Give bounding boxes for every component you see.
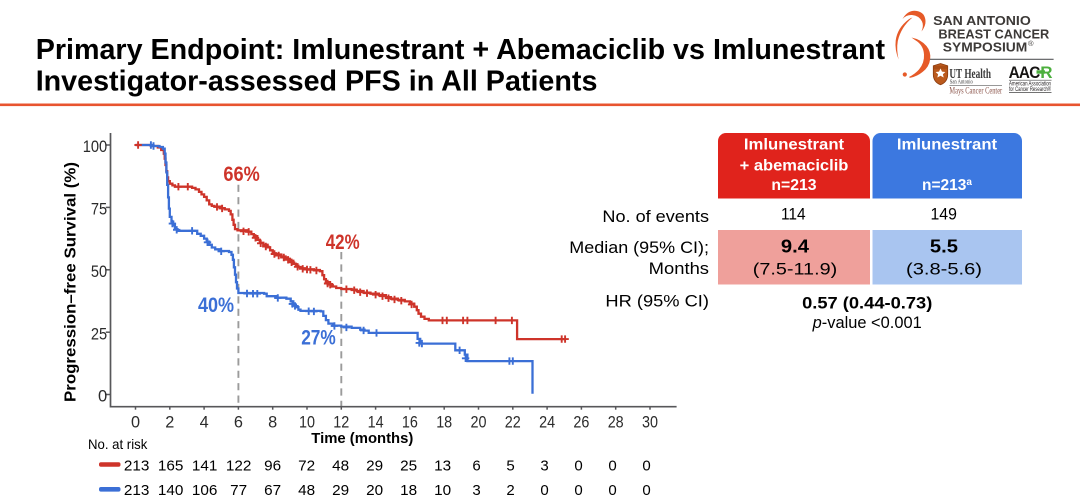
svg-text:122: 122 — [226, 457, 252, 474]
svg-text:0: 0 — [608, 457, 616, 474]
svg-text:(7.5-11.9): (7.5-11.9) — [753, 260, 837, 279]
svg-text:American Association: American Association — [1009, 82, 1051, 88]
svg-text:0: 0 — [98, 387, 107, 406]
svg-text:165: 165 — [158, 457, 184, 474]
svg-text:48: 48 — [332, 457, 349, 474]
svg-text:6: 6 — [472, 457, 480, 474]
svg-text:SAN ANTONIO: SAN ANTONIO — [933, 13, 1031, 28]
svg-text:48: 48 — [298, 482, 315, 496]
svg-text:0: 0 — [131, 413, 140, 431]
svg-text:n=213a: n=213a — [922, 177, 972, 194]
svg-text:San Antonio: San Antonio — [950, 80, 973, 86]
svg-text:AAC: AAC — [1009, 63, 1040, 82]
svg-text:p-value <0.001: p-value <0.001 — [812, 313, 922, 332]
svg-text:140: 140 — [158, 482, 184, 496]
svg-text:114: 114 — [781, 206, 806, 224]
svg-text:77: 77 — [230, 482, 247, 496]
svg-text:66%: 66% — [223, 162, 259, 186]
svg-text:R: R — [1040, 63, 1052, 82]
svg-text:25: 25 — [91, 324, 107, 343]
svg-text:40%: 40% — [198, 293, 234, 317]
svg-text:3: 3 — [472, 482, 480, 496]
svg-text:UT Health: UT Health — [949, 66, 991, 81]
svg-text:8: 8 — [268, 413, 277, 431]
svg-text:0: 0 — [642, 482, 650, 496]
svg-text:27%: 27% — [301, 325, 336, 349]
svg-text:10: 10 — [434, 482, 451, 496]
svg-text:Mays Cancer Center: Mays Cancer Center — [949, 86, 1002, 96]
svg-text:0: 0 — [574, 457, 582, 474]
svg-text:3: 3 — [540, 457, 548, 474]
svg-text:0: 0 — [608, 482, 616, 496]
svg-text:12: 12 — [333, 413, 349, 431]
svg-text:4: 4 — [200, 413, 209, 431]
svg-text:50: 50 — [91, 262, 107, 281]
svg-text:0: 0 — [574, 482, 582, 496]
svg-text:®: ® — [1028, 39, 1034, 48]
svg-text:30: 30 — [642, 413, 658, 431]
svg-text:149: 149 — [931, 206, 957, 224]
svg-text:BREAST CANCER: BREAST CANCER — [938, 26, 1050, 41]
svg-text:n=213: n=213 — [771, 177, 817, 194]
svg-text:25: 25 — [400, 457, 417, 474]
svg-text:5.5: 5.5 — [930, 237, 958, 257]
svg-text:75: 75 — [91, 200, 107, 219]
svg-text:+ abemaciclib: + abemaciclib — [740, 157, 849, 174]
svg-text:0.57 (0.44-0.73): 0.57 (0.44-0.73) — [802, 294, 932, 313]
svg-text:0: 0 — [642, 457, 650, 474]
svg-text:SYMPOSIUM: SYMPOSIUM — [943, 40, 1028, 55]
svg-text:6: 6 — [234, 413, 243, 431]
svg-text:14: 14 — [368, 413, 384, 431]
svg-text:106: 106 — [192, 482, 218, 496]
svg-text:10: 10 — [299, 413, 315, 431]
svg-text:Median (95% CI);: Median (95% CI); — [569, 238, 709, 257]
svg-text:26: 26 — [573, 413, 589, 431]
svg-text:42%: 42% — [326, 230, 360, 254]
svg-text:29: 29 — [366, 457, 383, 474]
svg-text:Months: Months — [649, 259, 709, 278]
svg-text:Progression–free Survival (%): Progression–free Survival (%) — [63, 162, 80, 402]
svg-text:Primary Endpoint: Imlunestrant: Primary Endpoint: Imlunestrant + Abemaci… — [36, 34, 886, 66]
svg-text:96: 96 — [264, 457, 281, 474]
svg-text:Investigator-assessed PFS in A: Investigator-assessed PFS in All Patient… — [36, 66, 598, 98]
svg-text:for Cancer Research®: for Cancer Research® — [1009, 86, 1051, 93]
svg-text:22: 22 — [505, 413, 521, 431]
svg-text:72: 72 — [298, 457, 315, 474]
svg-text:20: 20 — [471, 413, 487, 431]
svg-text:24: 24 — [539, 413, 555, 431]
svg-text:No. of events: No. of events — [602, 207, 709, 226]
svg-text:20: 20 — [366, 482, 383, 496]
svg-text:18: 18 — [400, 482, 417, 496]
svg-text:9.4: 9.4 — [781, 237, 809, 257]
svg-text:Time (months): Time (months) — [311, 431, 413, 447]
svg-text:67: 67 — [264, 482, 281, 496]
svg-text:2: 2 — [506, 482, 514, 496]
svg-text:HR (95% CI): HR (95% CI) — [605, 291, 709, 310]
svg-text:213: 213 — [124, 457, 150, 474]
svg-text:29: 29 — [332, 482, 349, 496]
svg-text:141: 141 — [192, 457, 218, 474]
svg-text:213: 213 — [124, 482, 150, 496]
svg-text:28: 28 — [608, 413, 624, 431]
svg-text:Imlunestrant: Imlunestrant — [744, 136, 844, 153]
svg-text:100: 100 — [83, 137, 108, 156]
svg-text:18: 18 — [436, 413, 452, 431]
svg-text:No. at risk: No. at risk — [88, 436, 148, 452]
svg-text:0: 0 — [540, 482, 548, 496]
svg-text:Imlunestrant: Imlunestrant — [897, 136, 997, 153]
svg-text:16: 16 — [402, 413, 418, 431]
svg-text:(3.8-5.6): (3.8-5.6) — [906, 260, 982, 279]
svg-text:13: 13 — [434, 457, 451, 474]
svg-text:5: 5 — [506, 457, 514, 474]
svg-text:2: 2 — [165, 413, 174, 431]
